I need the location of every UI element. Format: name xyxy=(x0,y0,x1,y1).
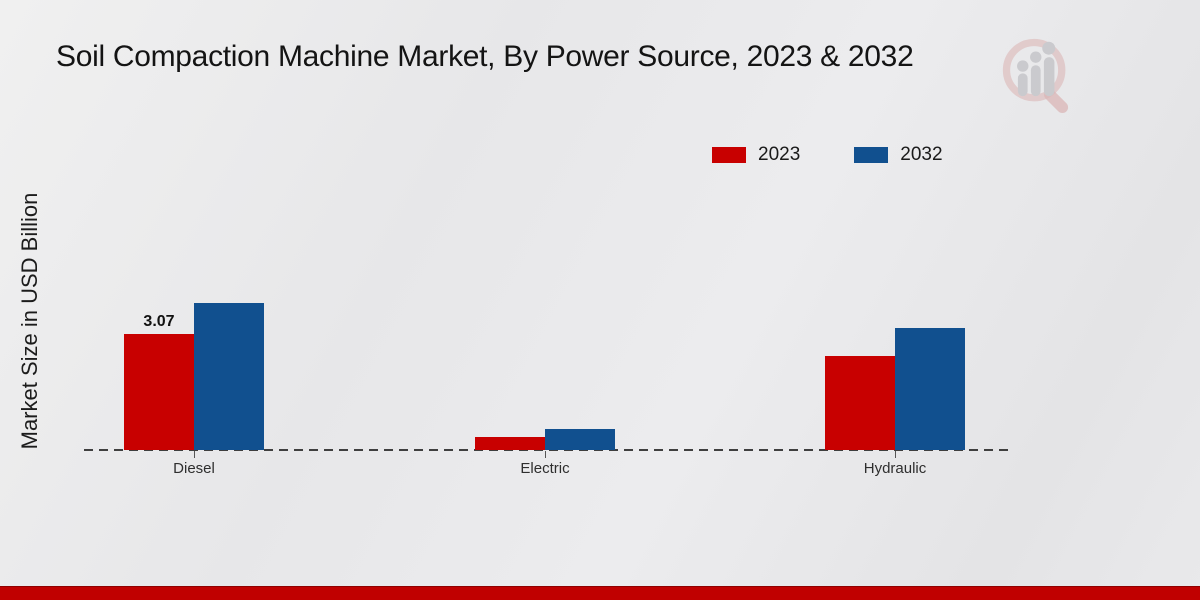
category-label-hydraulic: Hydraulic xyxy=(863,460,927,477)
axis-tick-electric xyxy=(545,451,546,458)
legend: 2023 2032 xyxy=(712,144,943,166)
x-axis-dashed-line xyxy=(84,449,1008,451)
legend-item-2032: 2032 xyxy=(854,144,943,166)
bar-electric-2032 xyxy=(545,429,615,450)
bottom-brand-band xyxy=(0,586,1200,600)
axis-tick-hydraulic xyxy=(895,451,896,458)
chart-title: Soil Compaction Machine Market, By Power… xyxy=(56,40,914,73)
legend-label-2023: 2023 xyxy=(758,144,801,165)
legend-swatch-2023 xyxy=(712,147,746,163)
data-label-diesel-2023: 3.07 xyxy=(143,313,175,330)
bar-chart-figures-icon xyxy=(1017,41,1056,97)
category-label-electric: Electric xyxy=(520,460,570,477)
bar-electric-2023 xyxy=(475,437,545,450)
bar-hydraulic-2032 xyxy=(895,328,965,450)
category-label-diesel: Diesel xyxy=(173,460,215,477)
legend-label-2032: 2032 xyxy=(900,144,943,165)
axis-tick-diesel xyxy=(194,451,195,458)
magnifier-bar-chart-logo xyxy=(1002,38,1069,114)
bar-hydraulic-2023 xyxy=(825,356,895,450)
legend-item-2023: 2023 xyxy=(712,144,800,166)
bar-diesel-2032 xyxy=(194,303,264,450)
bar-diesel-2023 xyxy=(124,334,194,450)
legend-swatch-2032 xyxy=(854,147,889,163)
